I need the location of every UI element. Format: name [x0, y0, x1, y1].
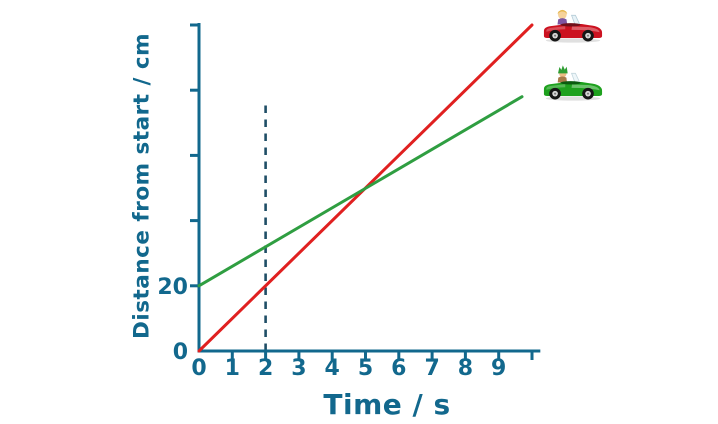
green-car-icon — [543, 65, 603, 101]
red-car-icon — [543, 9, 603, 43]
x-tick-label: 2 — [258, 356, 273, 381]
x-tick-label: 9 — [491, 356, 506, 381]
x-tick-label: 1 — [225, 356, 240, 381]
x-axis-title: Time / s — [323, 388, 451, 421]
y-tick-label: 0 — [173, 340, 188, 365]
x-tick-label: 4 — [325, 356, 340, 381]
x-tick-label: 0 — [191, 356, 206, 381]
x-tick-label: 3 — [291, 356, 306, 381]
x-tick-label: 8 — [458, 356, 473, 381]
green-car-line — [197, 95, 524, 288]
x-tick-label: 6 — [391, 356, 406, 381]
y-tick-label: 20 — [157, 275, 188, 300]
x-tick-label: 5 — [358, 356, 373, 381]
x-tick-label: 7 — [424, 356, 439, 381]
y-axis-title: Distance from start / cm — [129, 33, 155, 339]
